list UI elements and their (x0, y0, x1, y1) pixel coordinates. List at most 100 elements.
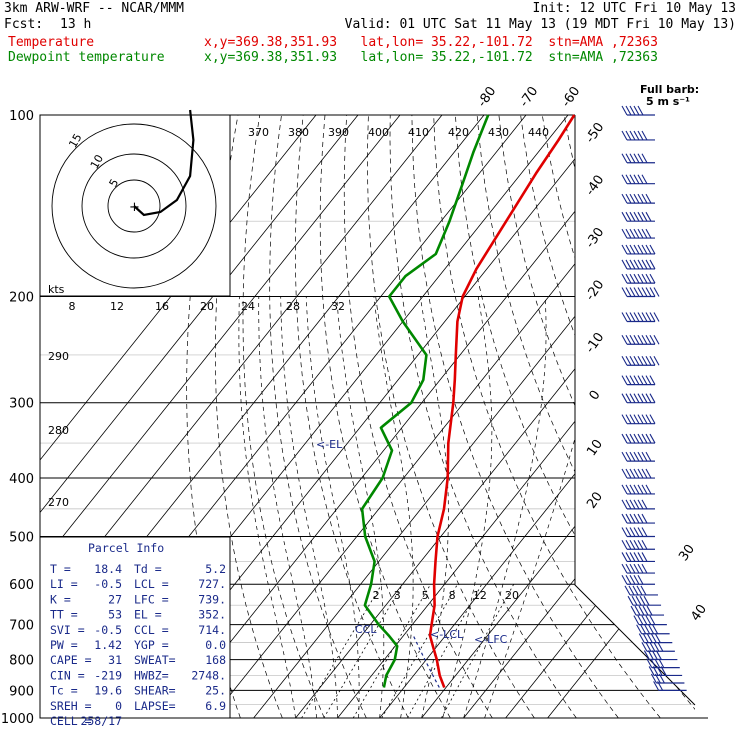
barb-flag (639, 595, 646, 606)
wind-barb (633, 615, 667, 626)
dewpoint-legend: Dewpoint temperature (8, 50, 165, 65)
barb-flag (641, 552, 648, 562)
dry-adiabat (650, 115, 695, 718)
hodograph-speed-label: 32 (331, 300, 345, 313)
parcel-row-label: CELL = (50, 714, 92, 728)
temperature-location: x,y=369.38,351.93 lat,lon= 35.22,-101.72… (204, 35, 658, 50)
barb-flag (629, 312, 636, 322)
barb-flag (641, 527, 648, 537)
isotherm-line (463, 115, 695, 718)
barb-flag (621, 287, 628, 297)
wind-barb (621, 273, 656, 284)
dry-adiabat (498, 115, 695, 718)
parcel-row-value: 1.42 (94, 638, 122, 652)
mixing-ratio-label: 3 (394, 589, 401, 602)
barb-flag (633, 484, 640, 495)
barb-flag (641, 451, 648, 462)
wind-barb (621, 563, 655, 574)
barb-flag (634, 605, 641, 616)
parcel-row-label: Td = (134, 562, 162, 576)
parcel-row-label: LCL = (134, 577, 169, 591)
isotherm-label: -10 (583, 330, 607, 356)
wind-barb (621, 228, 655, 239)
barb-flag (633, 355, 640, 366)
barb-flag (621, 563, 628, 574)
barb-flag (649, 393, 656, 403)
barb-flag (625, 355, 632, 366)
parcel-row-value: 0 (115, 699, 122, 713)
theta-label: 430 (488, 126, 509, 139)
parcel-path (412, 635, 440, 688)
barb-flag (625, 375, 632, 385)
moist-adiabat (258, 296, 317, 718)
barb-flag (637, 355, 644, 366)
dewpoint-profile (360, 114, 490, 688)
barb-flag (650, 673, 657, 684)
parcel-row-label: CCL = (134, 623, 169, 637)
barb-flag (641, 499, 648, 510)
dry-adiabat (455, 115, 695, 718)
wind-barb (627, 595, 662, 606)
parcel-row-value: 2748. (191, 668, 226, 682)
barb-flag (633, 513, 640, 524)
dry-adiabat (343, 115, 493, 718)
wind-barb (621, 287, 660, 298)
hodograph-ring-label: 15 (66, 131, 84, 150)
isotherm-line (40, 115, 443, 718)
barb-flag (633, 539, 640, 550)
barb-flag (641, 153, 648, 164)
barb-flag (629, 273, 636, 284)
barb-flag (624, 585, 631, 596)
barb-flag (653, 681, 660, 691)
barb-flag (633, 211, 640, 222)
isotherm-line (253, 115, 695, 718)
barb-flag (645, 375, 652, 385)
isotherm-label: -60 (559, 84, 583, 110)
barb-flag (637, 174, 644, 184)
barb-flag (621, 153, 628, 164)
mixing-ratio-label: 8 (449, 589, 456, 602)
barb-flag (641, 468, 648, 479)
parcel-row-label: LFC = (134, 592, 169, 606)
barb-flag (625, 211, 632, 222)
barb-flag (646, 633, 653, 643)
barb-flag (637, 552, 644, 562)
wind-barb (621, 484, 655, 495)
pressure-tick-label: 200 (9, 291, 34, 306)
barb-flag (645, 451, 652, 462)
barb-flag (625, 273, 632, 284)
barb-flag (621, 499, 628, 510)
barb-flag (637, 468, 644, 479)
barb-legend-units: 5 m s⁻¹ (646, 95, 690, 108)
barb-flag (645, 335, 652, 345)
barb-flag (625, 552, 632, 562)
dry-adiabat (541, 115, 695, 718)
parcel-row-label: K = (50, 592, 71, 606)
parcel-row-label: PW = (50, 638, 78, 652)
pressure-tick-label: 800 (9, 654, 34, 669)
barb-flag (637, 563, 644, 574)
barb-flag (633, 335, 640, 345)
barb-flag (645, 615, 652, 625)
dry-adiabat (585, 115, 695, 718)
dry-adiabat (319, 115, 451, 718)
moist-adiabat (463, 296, 547, 718)
barb-flag (625, 527, 632, 537)
parcel-row-value: 27 (108, 592, 122, 606)
barb-flag (645, 211, 652, 222)
barb-flag (629, 574, 636, 585)
barb-flag (633, 574, 640, 585)
barb-flag (653, 641, 660, 652)
isotherm-label: 10 (584, 437, 606, 459)
dry-adiabat (433, 115, 661, 718)
barb-flag (637, 273, 644, 284)
pressure-tick-label: 600 (9, 578, 34, 593)
barb-flag (629, 130, 636, 141)
hodograph-speed-label: 28 (286, 300, 300, 313)
barb-flag (645, 244, 652, 255)
barb-flag (645, 312, 652, 322)
wind-barb (621, 244, 656, 255)
barb-flag (650, 633, 657, 643)
temperature-legend: Temperature (8, 35, 95, 50)
barb-flag (633, 527, 640, 537)
